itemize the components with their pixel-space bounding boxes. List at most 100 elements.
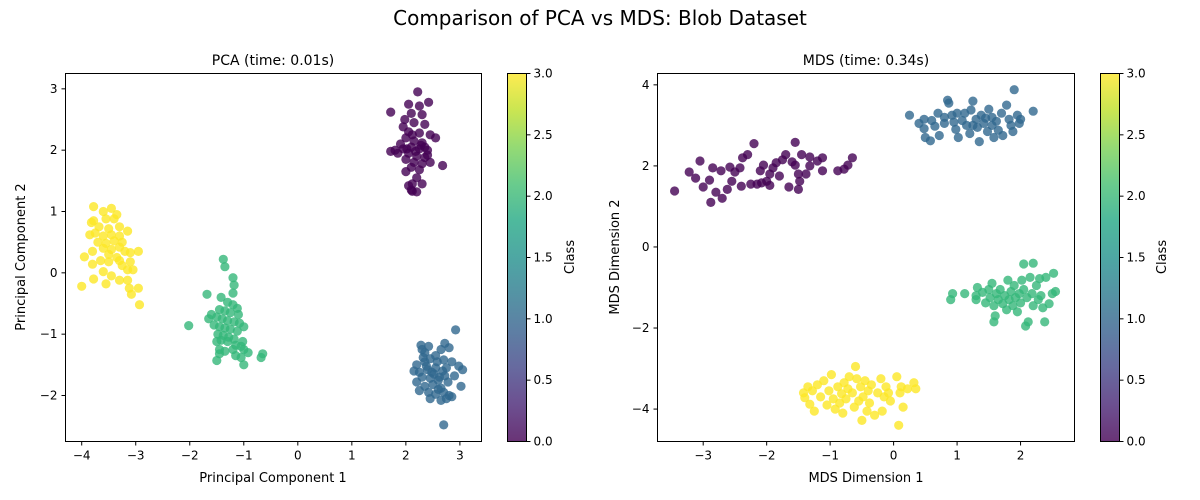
mds-point bbox=[876, 374, 886, 384]
pca-point bbox=[125, 248, 135, 258]
mds-point bbox=[790, 160, 800, 170]
mds-point bbox=[817, 153, 828, 163]
pca-point bbox=[400, 114, 410, 125]
pca-series-class-3 bbox=[77, 202, 145, 310]
pca-point bbox=[444, 343, 454, 353]
pca-point bbox=[386, 107, 396, 117]
mds-series-class-2 bbox=[946, 258, 1061, 331]
mds-point bbox=[981, 113, 991, 123]
pca-point bbox=[86, 217, 96, 228]
pca-point bbox=[133, 283, 143, 293]
mds-point bbox=[1044, 299, 1054, 309]
pca-point bbox=[422, 150, 433, 160]
mds-colorbar-tick-label: 2.0 bbox=[1127, 189, 1146, 203]
pca-point bbox=[232, 326, 242, 336]
mds-point bbox=[695, 156, 705, 166]
pca-colorbar: 0.0 0.5 1.0 1.5 2.0 2.5 3.0 Class bbox=[507, 67, 578, 449]
pca-colorbar-label: Class bbox=[563, 240, 578, 274]
mds-point bbox=[790, 137, 800, 147]
pca-point bbox=[418, 352, 428, 363]
pca-point bbox=[451, 325, 461, 335]
mds-point bbox=[765, 180, 775, 190]
pca-point bbox=[441, 363, 451, 373]
pca-point bbox=[417, 110, 427, 120]
pca-point bbox=[114, 222, 125, 232]
pca-point bbox=[424, 97, 434, 107]
pca-point bbox=[406, 108, 416, 118]
mds-point bbox=[919, 124, 929, 134]
pca-point bbox=[390, 145, 400, 155]
mds-panel: MDS (time: 0.34s) −3 −2 −1 0 1 2 −4 −2 0 2 4 MDS … bbox=[608, 53, 1170, 486]
mds-point bbox=[971, 295, 981, 305]
pca-point bbox=[123, 226, 133, 236]
mds-ylabel: MDS Dimension 2 bbox=[608, 199, 623, 314]
mds-point bbox=[722, 184, 732, 194]
mds-colorbar-label: Class bbox=[1155, 240, 1170, 274]
pca-point bbox=[412, 377, 422, 387]
pca-point bbox=[90, 228, 100, 238]
pca-point bbox=[126, 289, 136, 299]
mds-point bbox=[805, 161, 815, 171]
mds-point bbox=[862, 406, 872, 416]
mds-point bbox=[1050, 286, 1061, 297]
mds-point bbox=[866, 380, 877, 390]
pca-series-class-1 bbox=[409, 325, 468, 430]
mds-colorbar-tick-label: 1.0 bbox=[1127, 312, 1146, 326]
mds-title: MDS (time: 0.34s) bbox=[803, 53, 929, 69]
mds-point bbox=[774, 171, 785, 181]
pca-point bbox=[128, 265, 138, 275]
mds-point bbox=[1028, 301, 1038, 311]
mds-point bbox=[793, 169, 804, 179]
pca-point bbox=[79, 252, 89, 262]
mds-x-tick-label: 2 bbox=[1017, 449, 1025, 463]
pca-y-tick-label: 3 bbox=[50, 82, 58, 96]
figure-suptitle: Comparison of PCA vs MDS: Blob Dataset bbox=[393, 6, 807, 30]
mds-point bbox=[990, 311, 1000, 321]
pca-point bbox=[436, 344, 446, 355]
mds-colorbar-tick-label: 3.0 bbox=[1127, 67, 1146, 81]
mds-point bbox=[960, 289, 970, 299]
mds-point bbox=[1017, 275, 1027, 285]
mds-point bbox=[824, 386, 834, 396]
pca-point bbox=[202, 289, 212, 299]
mds-point bbox=[934, 130, 944, 141]
mds-series-class-1 bbox=[904, 85, 1038, 147]
mds-point bbox=[898, 402, 908, 412]
pca-point bbox=[256, 352, 266, 363]
pca-ylabel: Principal Component 2 bbox=[14, 183, 29, 330]
mds-point bbox=[805, 152, 815, 162]
pca-point bbox=[225, 324, 235, 334]
mds-point bbox=[826, 370, 837, 380]
pca-y-tick-label: 2 bbox=[50, 143, 58, 157]
pca-title: PCA (time: 0.01s) bbox=[212, 53, 334, 69]
pca-colorbar-tick-label: 3.0 bbox=[534, 67, 553, 81]
pca-point bbox=[228, 288, 238, 298]
mds-x-tick-label: −2 bbox=[758, 449, 776, 463]
mds-point bbox=[670, 186, 680, 196]
pca-colorbar-tick-label: 2.0 bbox=[534, 189, 553, 203]
mds-point bbox=[1009, 85, 1019, 95]
pca-point bbox=[109, 236, 119, 246]
pca-point bbox=[420, 119, 430, 129]
mds-point bbox=[1016, 298, 1026, 308]
mds-x-tick-label: −1 bbox=[821, 449, 839, 463]
pca-point bbox=[447, 357, 457, 367]
pca-point bbox=[417, 179, 427, 189]
mds-point bbox=[930, 121, 940, 131]
pca-point bbox=[89, 202, 99, 212]
pca-point bbox=[411, 146, 421, 156]
pca-panel: PCA (time: 0.01s) −4 −3 −2 −1 0 1 2 3 −2−10123 … bbox=[14, 53, 578, 486]
mds-point bbox=[1049, 268, 1059, 278]
pca-point bbox=[225, 308, 235, 318]
mds-series-class-0 bbox=[670, 137, 858, 207]
mds-point bbox=[1023, 317, 1033, 327]
mds-xlabel: MDS Dimension 1 bbox=[808, 471, 923, 486]
pca-point bbox=[89, 274, 99, 284]
pca-point bbox=[414, 128, 424, 138]
pca-point bbox=[125, 257, 135, 267]
mds-point bbox=[903, 384, 913, 394]
pca-point bbox=[431, 133, 441, 143]
mds-point bbox=[892, 372, 902, 382]
mds-point bbox=[965, 128, 975, 139]
